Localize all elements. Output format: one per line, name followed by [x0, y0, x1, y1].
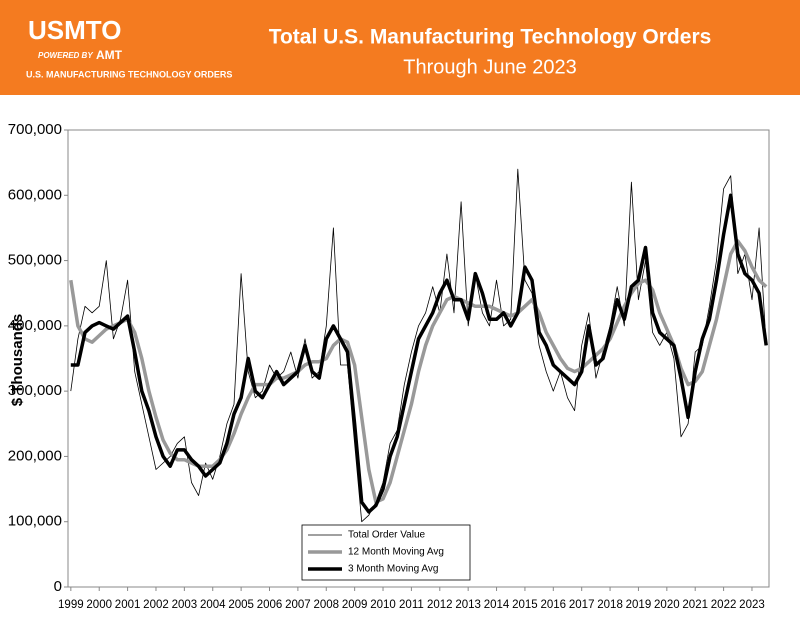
- x-tick-label: 2020: [654, 599, 680, 611]
- x-tick-label: 2007: [285, 599, 311, 611]
- series-line: [70, 193, 768, 514]
- x-tick-label: 2018: [597, 599, 623, 611]
- x-tick-label: 2014: [484, 599, 510, 611]
- y-tick-label: 100,000: [8, 513, 62, 530]
- plot-frame: [67, 129, 770, 588]
- powered-by: POWERED BY: [38, 51, 93, 60]
- y-tick-label: 300,000: [8, 382, 62, 399]
- legend-label: 3 Month Moving Avg: [348, 564, 438, 575]
- tagline: U.S. MANUFACTURING TECHNOLOGY ORDERS: [26, 69, 232, 79]
- y-tick-label: 700,000: [8, 121, 62, 138]
- logo: USMTO: [28, 15, 121, 45]
- x-tick-label: 2005: [228, 599, 254, 611]
- header-band: [0, 0, 800, 95]
- x-tick-label: 2011: [399, 599, 424, 611]
- y-tick-label: 500,000: [8, 252, 62, 269]
- y-axis-label: $ Thousands: [9, 314, 26, 407]
- chart-title: Total U.S. Manufacturing Technology Orde…: [269, 26, 712, 49]
- x-tick-label: 2003: [172, 599, 198, 611]
- x-tick-label: 2006: [257, 599, 283, 611]
- x-tick-label: 2001: [115, 599, 141, 611]
- x-tick-label: 2008: [313, 599, 339, 611]
- amt: AMT: [96, 48, 123, 62]
- x-tick-label: 2019: [626, 599, 652, 611]
- y-tick-label: 400,000: [8, 317, 62, 334]
- x-tick-label: 2002: [143, 599, 169, 611]
- series-line: [69, 239, 768, 504]
- x-tick-label: 2015: [512, 599, 538, 611]
- x-tick-label: 2004: [200, 599, 226, 611]
- x-tick-label: 2000: [86, 599, 112, 611]
- x-tick-label: 2012: [427, 599, 453, 611]
- x-tick-label: 2017: [569, 599, 595, 611]
- y-tick-label: 0: [54, 578, 62, 595]
- x-tick-label: 2013: [455, 599, 481, 611]
- x-tick-label: 2010: [370, 599, 396, 611]
- y-tick-label: 200,000: [8, 447, 62, 464]
- x-tick-label: 1999: [58, 599, 84, 611]
- y-tick-label: 600,000: [8, 186, 62, 203]
- x-tick-label: 2023: [739, 599, 765, 611]
- legend-label: Total Order Value: [348, 530, 426, 541]
- x-tick-label: 2016: [541, 599, 567, 611]
- x-tick-label: 2022: [711, 599, 737, 611]
- x-tick-label: 2009: [342, 599, 368, 611]
- legend-label: 12 Month Moving Avg: [348, 547, 444, 558]
- chart-subtitle: Through June 2023: [403, 56, 576, 78]
- x-tick-label: 2021: [682, 599, 708, 611]
